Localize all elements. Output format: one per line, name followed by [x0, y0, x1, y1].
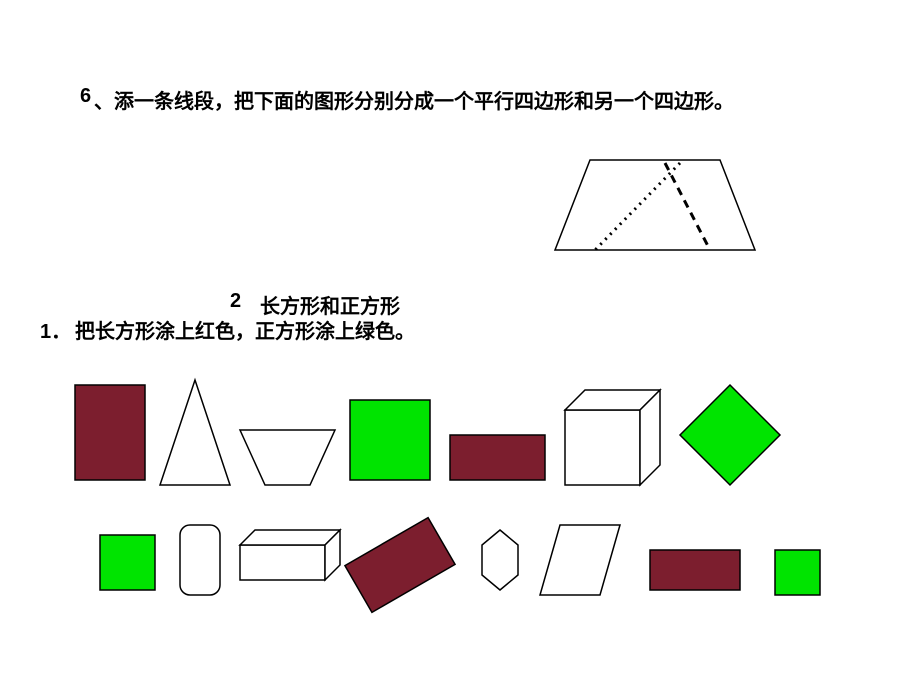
- shape-square-green-2: [100, 535, 155, 590]
- shape-hexagon: [482, 530, 518, 590]
- shape-trapezoid: [240, 430, 335, 485]
- shape-cuboid: [240, 530, 340, 580]
- shape-square-green-1: [350, 400, 430, 480]
- shapes-canvas: [0, 0, 920, 690]
- shape-square-green-3: [775, 550, 820, 595]
- shape-rotrect-red: [345, 518, 455, 613]
- shape-rect-red-2: [450, 435, 545, 480]
- shape-cube: [565, 390, 660, 485]
- shape-rect-red-3: [650, 550, 740, 590]
- shape-roundrect: [180, 525, 220, 595]
- shape-rect-red-1: [75, 385, 145, 480]
- shape-triangle: [160, 380, 230, 485]
- shape-diamond: [680, 385, 780, 485]
- shape-parallelogram: [540, 525, 620, 595]
